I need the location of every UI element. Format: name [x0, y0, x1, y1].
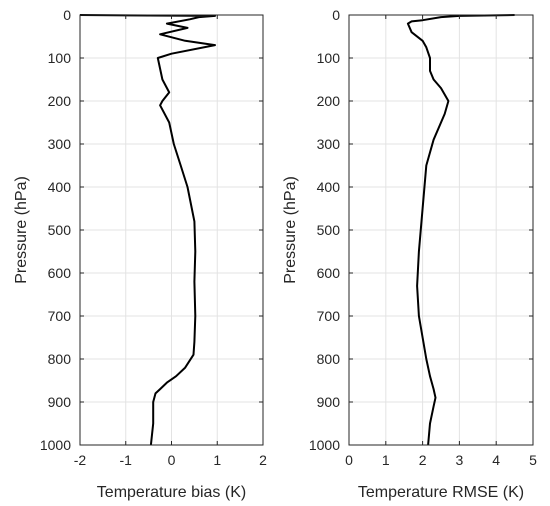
- rmse-x-axis-label: Temperature RMSE (K): [358, 484, 524, 501]
- bias-x-axis-label: Temperature bias (K): [97, 484, 246, 501]
- bias-y-tick-labels: 0 100 200 300 400 500 600 700 800 900 1000: [40, 7, 71, 453]
- rmse-y-tick-label: 700: [317, 308, 341, 324]
- rmse-x-tick-label: 2: [419, 452, 427, 468]
- rmse-y-tick-label: 900: [317, 394, 341, 410]
- rmse-y-tick-label: 300: [317, 136, 341, 152]
- bias-x-tick-label: 2: [259, 452, 267, 468]
- bias-y-tick-label: 200: [48, 93, 72, 109]
- rmse-x-tick-labels: 0 1 2 3 4 5: [345, 452, 537, 468]
- bias-y-axis-label: Pressure (hPa): [13, 176, 30, 284]
- bias-x-tick-label: 0: [168, 452, 176, 468]
- bias-x-tick-label: 1: [213, 452, 221, 468]
- rmse-y-tick-label: 400: [317, 179, 341, 195]
- bias-y-tick-label: 500: [48, 222, 72, 238]
- rmse-y-tick-label: 600: [317, 265, 341, 281]
- rmse-x-tick-label: 3: [456, 452, 464, 468]
- rmse-series-line: [406, 14, 515, 446]
- bias-y-tick-label: 700: [48, 308, 72, 324]
- rmse-y-tick-label: 200: [317, 93, 341, 109]
- bias-tick-marks: [79, 14, 264, 446]
- rmse-y-tick-label: 1000: [309, 437, 340, 453]
- rmse-y-tick-labels: 0 100 200 300 400 500 600 700 800 900 1000: [309, 7, 340, 453]
- bias-y-tick-label: 600: [48, 265, 72, 281]
- bias-x-tick-label: -1: [120, 452, 133, 468]
- bias-y-tick-label: 900: [48, 394, 72, 410]
- bias-x-tick-label: -2: [74, 452, 87, 468]
- bias-panel: -2 -1 0 1 2 0 100 200 300 400 500 600 700 800 900 1000…: [13, 7, 267, 501]
- bias-y-tick-label: 800: [48, 351, 72, 367]
- bias-y-tick-label: 1000: [40, 437, 71, 453]
- bias-series: [79, 14, 216, 446]
- rmse-series: [406, 14, 515, 446]
- rmse-x-tick-label: 1: [382, 452, 390, 468]
- rmse-x-tick-label: 5: [529, 452, 537, 468]
- bias-y-tick-label: 400: [48, 179, 72, 195]
- rmse-x-tick-label: 0: [345, 452, 353, 468]
- rmse-x-tick-label: 4: [492, 452, 500, 468]
- rmse-y-tick-label: 500: [317, 222, 341, 238]
- bias-y-tick-label: 0: [63, 7, 71, 23]
- bias-series-line: [79, 14, 216, 446]
- bias-y-tick-label: 300: [48, 136, 72, 152]
- bias-y-tick-label: 100: [48, 50, 72, 66]
- rmse-tick-marks: [348, 14, 534, 446]
- bias-x-tick-labels: -2 -1 0 1 2: [74, 452, 267, 468]
- rmse-y-axis-label: Pressure (hPa): [282, 176, 299, 284]
- rmse-y-tick-label: 100: [317, 50, 341, 66]
- rmse-y-tick-label: 0: [332, 7, 340, 23]
- rmse-y-tick-label: 800: [317, 351, 341, 367]
